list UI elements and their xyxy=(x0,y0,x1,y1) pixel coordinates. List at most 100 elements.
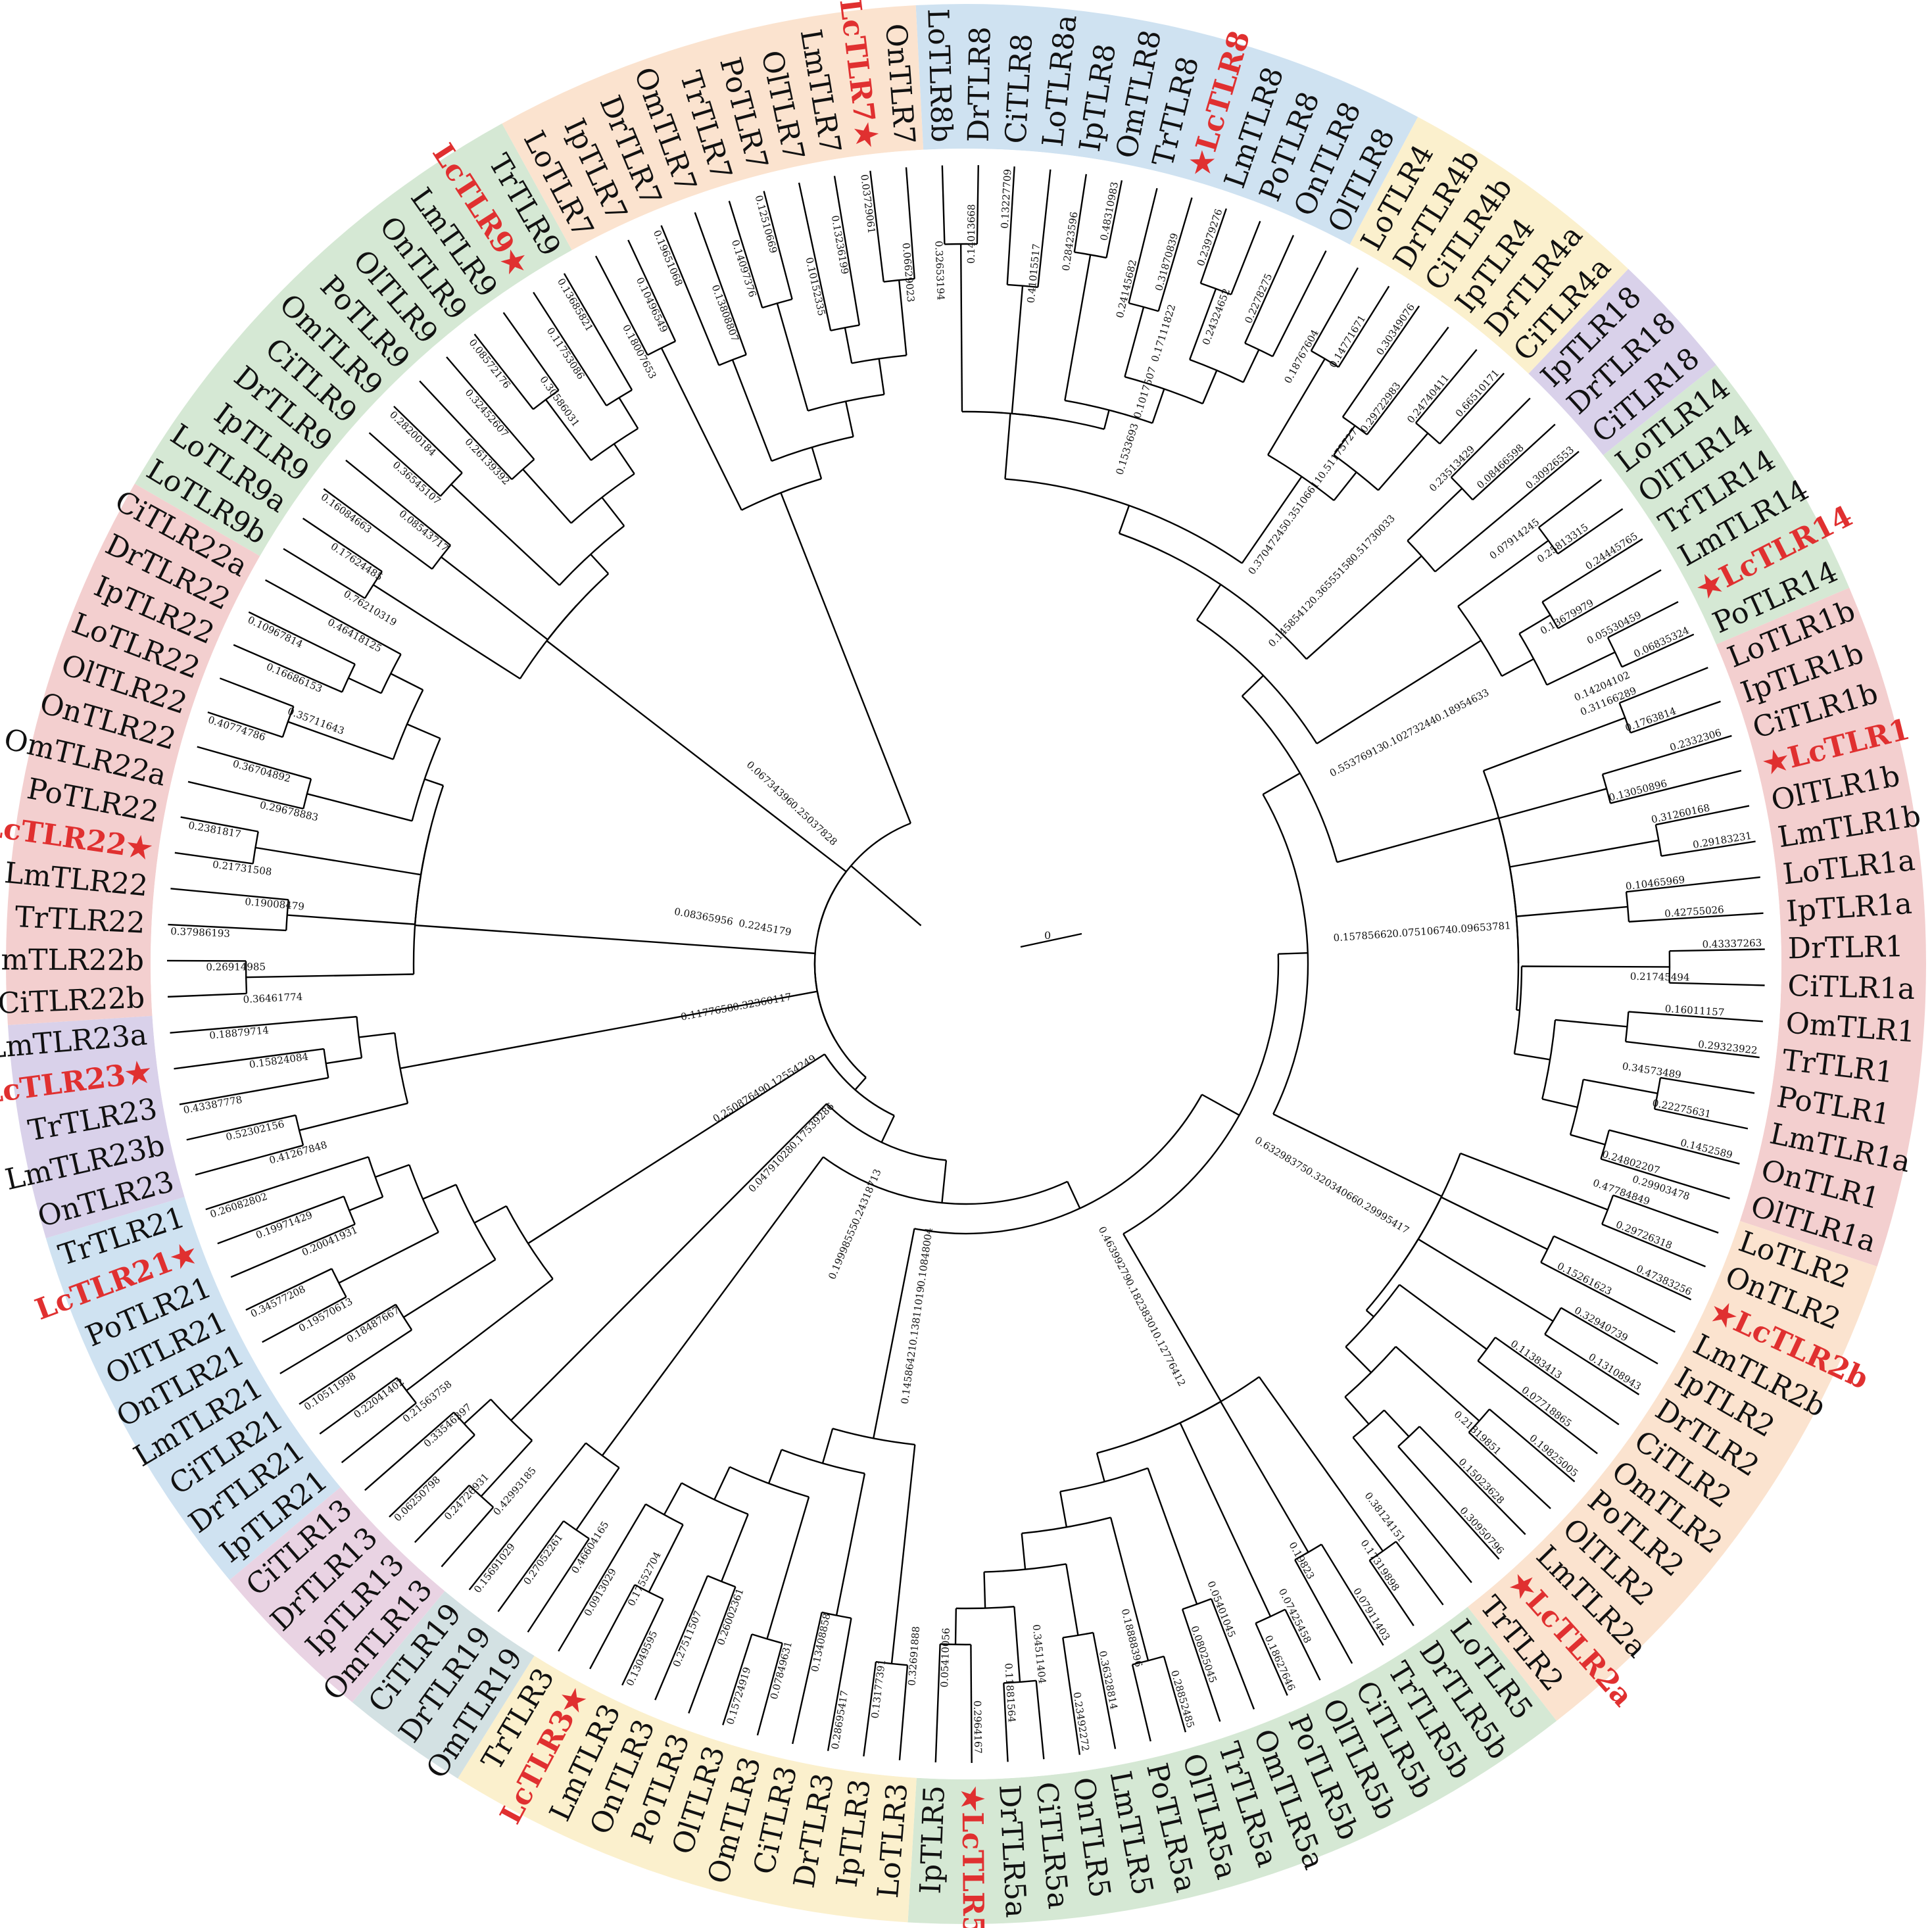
tip-branch xyxy=(1557,569,1662,629)
tip-branch xyxy=(1210,1598,1255,1710)
tip-branch xyxy=(589,1584,636,1670)
internal-branch xyxy=(1011,285,1024,414)
internal-branch xyxy=(522,468,572,524)
internal-branch xyxy=(441,556,548,640)
leaf-label-omtlr22b: OmTLR22b xyxy=(0,943,144,977)
tip-branch xyxy=(898,1665,909,1760)
leaf-label-drtlr8: DrTLR8 xyxy=(962,26,998,143)
tip-branch xyxy=(1553,1235,1692,1301)
tip-branch xyxy=(186,1114,296,1141)
tip-branch xyxy=(195,1144,304,1176)
internal-branch xyxy=(811,446,823,479)
tip-branch xyxy=(1538,479,1603,529)
internal-arc xyxy=(645,1503,684,1526)
cherry-arc xyxy=(883,277,915,283)
internal-branch xyxy=(713,1466,731,1501)
internal-branch xyxy=(1570,1134,1606,1145)
tip-branch xyxy=(341,1402,417,1464)
tip-branch xyxy=(1462,450,1580,550)
cherry-arc xyxy=(1601,1195,1614,1225)
cherry-arc xyxy=(323,1048,329,1078)
internal-branch xyxy=(959,244,963,412)
cherry-arc xyxy=(302,779,312,809)
tip-branch xyxy=(621,1599,664,1686)
internal-branch xyxy=(246,973,414,978)
backbone-branch xyxy=(1067,1181,1081,1209)
internal-branch xyxy=(473,1205,507,1224)
branch-length: 0.11881564 xyxy=(1002,1663,1017,1723)
cherry-arc xyxy=(533,389,560,410)
backbone-arc xyxy=(1005,478,1243,564)
clade-stem xyxy=(527,1236,540,1244)
internal-branch xyxy=(663,1482,683,1516)
internal-arc xyxy=(832,1428,915,1446)
internal-branch xyxy=(358,1032,395,1038)
branch-length: 0.05410056 xyxy=(938,1627,952,1687)
internal-branch xyxy=(375,1164,410,1178)
tip-branch xyxy=(1255,1623,1288,1696)
internal-branch xyxy=(1345,1346,1372,1374)
internal-branch xyxy=(1395,1345,1480,1422)
tip-branch xyxy=(934,1644,941,1763)
internal-branch xyxy=(1509,839,1659,868)
tip-branch xyxy=(441,1506,495,1568)
leaf-label-citlr8: CiTLR8 xyxy=(999,33,1039,145)
tip-branch xyxy=(205,1167,335,1211)
cherry-arc xyxy=(1397,1426,1420,1447)
tip-branch xyxy=(414,1484,470,1543)
internal-branch xyxy=(326,1057,362,1065)
backbone-branch xyxy=(1262,772,1301,796)
internal-branch xyxy=(306,793,412,822)
cherry-arc xyxy=(1601,774,1612,804)
backbone-branch xyxy=(854,1076,867,1091)
internal-branch xyxy=(287,914,416,925)
tip-branch xyxy=(833,176,861,325)
cherry-arc xyxy=(1132,1655,1165,1666)
tip-branch xyxy=(976,165,979,245)
internal-arc xyxy=(741,477,822,511)
internal-branch xyxy=(776,302,809,412)
internal-branch xyxy=(1407,487,1463,542)
internal-branch xyxy=(890,1444,916,1664)
internal-branch xyxy=(613,443,635,475)
tip-branch xyxy=(869,170,884,282)
internal-branch xyxy=(1333,425,1356,456)
tip-branch xyxy=(502,312,560,391)
clade-sector-tlr23 xyxy=(7,1015,185,1239)
internal-branch xyxy=(844,327,853,364)
tip-branch xyxy=(179,1076,329,1105)
tip-branch xyxy=(728,201,763,308)
tip-branch xyxy=(594,255,648,356)
clade-stem xyxy=(1374,639,1482,708)
internal-branch xyxy=(1555,1019,1628,1028)
cherry-arc xyxy=(1600,1130,1610,1159)
internal-branch xyxy=(1065,1564,1079,1636)
tip-branch xyxy=(1477,1360,1598,1455)
backbone-branch xyxy=(546,640,847,873)
tip-branch xyxy=(1366,326,1449,435)
cherry-arc xyxy=(431,544,451,569)
tip-branch xyxy=(170,888,289,901)
backbone-branch xyxy=(941,1160,948,1203)
internal-branch xyxy=(424,778,444,786)
tip-branch xyxy=(1468,1432,1551,1510)
tip-branch xyxy=(827,1618,852,1751)
leaf-label-citlr22b: CiTLR22b xyxy=(0,981,145,1021)
tip-branch xyxy=(368,432,441,497)
tip-branch xyxy=(1544,1334,1640,1395)
clade-stem xyxy=(1342,555,1422,627)
internal-branch xyxy=(766,1497,810,1639)
internal-arc xyxy=(519,604,577,679)
tip-branch xyxy=(1602,735,1732,775)
tip-branch xyxy=(1375,1464,1472,1583)
tip-branch xyxy=(1006,166,1015,285)
internal-branch xyxy=(767,1449,783,1484)
internal-arc xyxy=(771,435,854,462)
backbone-branch xyxy=(780,492,911,824)
root-stub xyxy=(1020,932,1082,948)
internal-branch xyxy=(450,483,560,586)
tip-branch xyxy=(1541,538,1643,603)
cherry-arc xyxy=(1007,283,1038,288)
tip-branch xyxy=(1601,1223,1706,1268)
branch-length: 0.36461774 xyxy=(243,991,302,1005)
